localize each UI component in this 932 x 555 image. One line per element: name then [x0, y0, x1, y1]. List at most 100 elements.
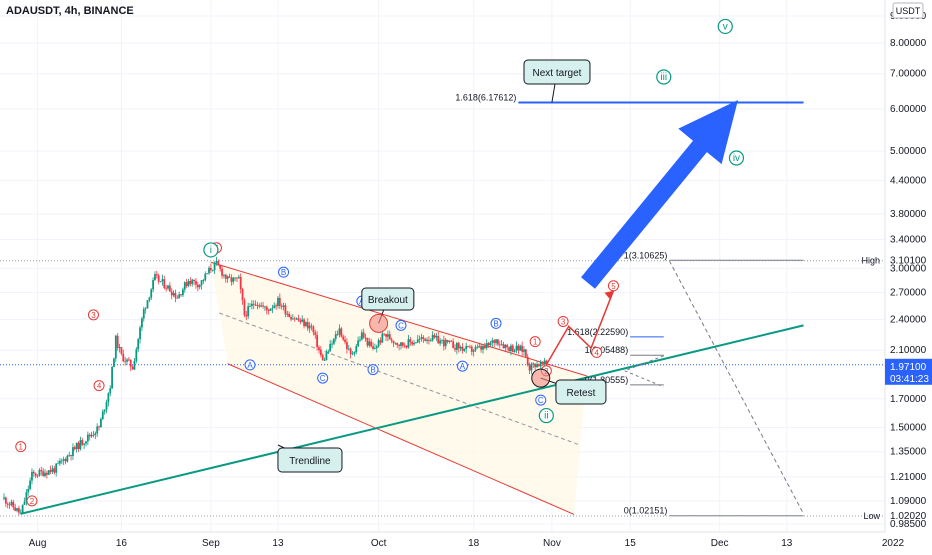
candle-body [344, 339, 346, 343]
candle-body [241, 289, 244, 301]
candle-body [94, 433, 97, 435]
candle-body [433, 335, 436, 338]
candle-body [286, 313, 289, 315]
candle-body [31, 471, 33, 481]
candle-body [476, 346, 479, 348]
time-axis[interactable]: Aug 16 Sep 13 Oct 18 Nov 15 Dec 13 2022 [29, 538, 905, 549]
blue-wave-8-circle [535, 394, 547, 406]
blue-wave-6-text: A [460, 362, 466, 371]
candle-body [133, 360, 136, 370]
channel-lower-line[interactable] [227, 363, 575, 515]
candle-body [247, 306, 250, 317]
price-tick-11: 2.10000 [890, 345, 927, 356]
candle-body [524, 349, 527, 357]
candle-body [290, 317, 292, 320]
projection-path[interactable] [545, 290, 615, 366]
candle-body [398, 344, 401, 346]
next-target-callout-box[interactable] [523, 59, 591, 85]
candle-body [176, 297, 179, 299]
high-label: High [861, 256, 880, 266]
candle-body [168, 285, 171, 292]
breakout-callout-label: Breakout [368, 295, 408, 306]
candle-body [379, 340, 382, 343]
red-wave-1-circle [26, 495, 38, 507]
candle-body [519, 345, 522, 351]
candle-body [424, 338, 427, 341]
candle-body [124, 361, 127, 363]
candle-body [461, 346, 464, 351]
candle-body [288, 313, 291, 318]
currency-label: USDT [896, 6, 921, 16]
countdown-value: 03:41:23 [890, 374, 929, 385]
candle-body [493, 340, 496, 344]
candle-body [482, 346, 484, 350]
candle-body [73, 447, 76, 450]
low-label: Low [863, 511, 880, 521]
price-tick-16: 1.09000 [890, 496, 927, 507]
candle-body [338, 328, 341, 335]
candle-body [19, 512, 22, 514]
candle-body [429, 340, 432, 342]
candle-body [308, 325, 311, 329]
candle-body [282, 305, 285, 307]
candle-body [331, 343, 333, 345]
candle-body [370, 341, 373, 347]
candle-body [38, 470, 41, 476]
time-tick-0: Aug [29, 538, 47, 549]
candle-body [500, 344, 503, 346]
candle-body [269, 308, 272, 311]
candle-body [101, 411, 104, 419]
candle-body [60, 460, 63, 462]
time-tick-7: 15 [625, 538, 637, 549]
retest-callout-label: Retest [566, 388, 595, 399]
candle-body [206, 273, 209, 275]
candle-body [12, 501, 15, 508]
candle-body [306, 322, 309, 329]
candle-body [418, 338, 421, 340]
trendline[interactable] [20, 324, 804, 515]
currency-badge[interactable] [892, 2, 924, 19]
red-wave-7-circle [557, 315, 569, 327]
red-wave-2-text: 3 [91, 311, 96, 320]
candle-body [325, 352, 328, 361]
blue-wave-2-circle [317, 372, 329, 384]
candle-body [301, 319, 304, 322]
candle-body [40, 470, 43, 472]
candle-body [182, 289, 184, 296]
price-tick-12: 1.70000 [890, 394, 927, 405]
red-wave-1-text: 2 [30, 497, 35, 506]
candle-body [53, 468, 56, 473]
candle-body [381, 333, 384, 343]
time-tick-6: Nov [543, 538, 561, 549]
candle-body [232, 277, 235, 282]
retest-callout-box[interactable] [555, 379, 607, 405]
candle-body [426, 339, 428, 341]
candle-body [90, 434, 93, 437]
candle-body [383, 333, 386, 335]
breakout-highlight [369, 313, 389, 333]
candle-body [442, 339, 445, 347]
green-wave-3-circle [728, 150, 745, 166]
red-wave-2-circle [87, 309, 99, 321]
channel-upper-line[interactable] [210, 261, 587, 377]
price-tick-1: 8.00000 [890, 38, 927, 49]
trendline-callout-box[interactable] [277, 447, 343, 473]
candle-body [297, 318, 300, 321]
candle-body [265, 306, 268, 311]
green-wave-4-text: v [723, 21, 728, 32]
candle-body [474, 347, 477, 351]
candle-body [250, 303, 253, 306]
candle-body [508, 347, 510, 352]
price-tick-10: 2.40000 [890, 315, 927, 326]
projection[interactable] [545, 100, 738, 366]
price-tick-4: 5.00000 [890, 146, 927, 157]
callouts[interactable]: Next target Breakout Retest Trendline [277, 59, 607, 473]
candle-body [273, 305, 276, 308]
time-tick-10: 2022 [882, 538, 905, 549]
candle-body [312, 326, 315, 333]
candle-body [342, 336, 345, 340]
candle-body [141, 318, 143, 328]
candle-body [129, 359, 132, 367]
breakout-callout-box[interactable] [361, 287, 415, 311]
